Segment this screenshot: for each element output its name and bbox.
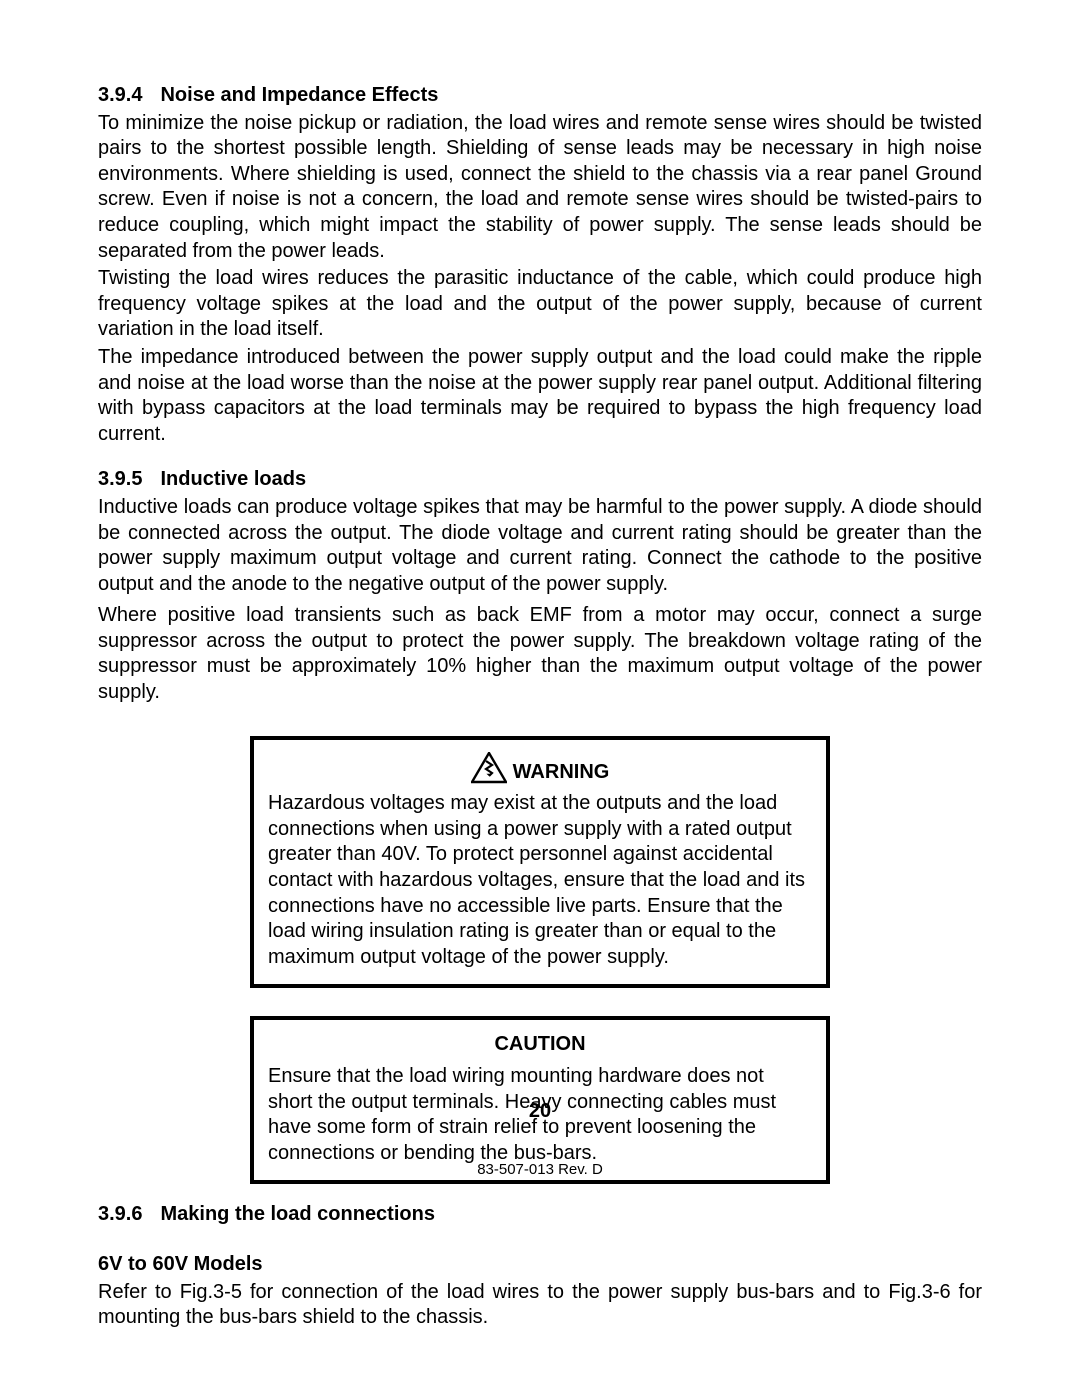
caution-title-row: CAUTION bbox=[268, 1032, 812, 1058]
paragraph: Twisting the load wires reduces the para… bbox=[98, 266, 982, 343]
heading-3-9-6: 3.9.6 Making the load connections bbox=[98, 1202, 982, 1228]
heading-3-9-4: 3.9.4 Noise and Impedance Effects bbox=[98, 83, 982, 109]
footer-revision: 83-507-013 Rev. D bbox=[0, 1160, 1080, 1179]
section-number: 3.9.5 bbox=[98, 467, 142, 493]
section-title: Making the load connections bbox=[160, 1203, 434, 1225]
document-page: 3.9.4 Noise and Impedance Effects To mini… bbox=[0, 0, 1080, 1397]
warning-icon bbox=[471, 752, 507, 784]
section-number: 3.9.4 bbox=[98, 83, 142, 109]
subheading-text: 6V to 60V Models bbox=[98, 1253, 263, 1275]
section-number: 3.9.6 bbox=[98, 1202, 142, 1228]
heading-3-9-5: 3.9.5 Inductive loads bbox=[98, 467, 982, 493]
warning-callout: WARNING Hazardous voltages may exist at … bbox=[250, 736, 830, 989]
paragraph: Where positive load transients such as b… bbox=[98, 603, 982, 705]
section-title: Noise and Impedance Effects bbox=[160, 84, 438, 106]
paragraph: Inductive loads can produce voltage spik… bbox=[98, 495, 982, 597]
caution-label: CAUTION bbox=[494, 1033, 585, 1055]
subheading-6v-60v: 6V to 60V Models bbox=[98, 1252, 982, 1278]
paragraph: The impedance introduced between the pow… bbox=[98, 345, 982, 447]
warning-label: WARNING bbox=[513, 761, 610, 783]
paragraph: Refer to Fig.3-5 for connection of the l… bbox=[98, 1280, 982, 1331]
warning-title-row: WARNING bbox=[268, 752, 812, 786]
section-title: Inductive loads bbox=[160, 468, 306, 490]
paragraph: To minimize the noise pickup or radiatio… bbox=[98, 111, 982, 265]
warning-body: Hazardous voltages may exist at the outp… bbox=[268, 791, 812, 970]
page-number: 20 bbox=[0, 1099, 1080, 1125]
